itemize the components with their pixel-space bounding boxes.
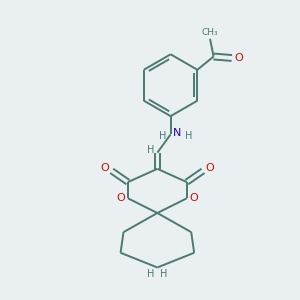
Text: O: O (101, 163, 110, 173)
Text: H: H (147, 269, 155, 279)
Text: O: O (205, 163, 214, 173)
Text: O: O (234, 53, 243, 63)
Text: O: O (116, 193, 125, 203)
Text: N: N (173, 128, 181, 138)
Text: O: O (190, 193, 199, 203)
Text: CH₃: CH₃ (202, 28, 218, 38)
Text: H: H (159, 131, 166, 141)
Text: H: H (160, 269, 167, 279)
Text: H: H (185, 131, 193, 141)
Text: H: H (147, 145, 155, 155)
